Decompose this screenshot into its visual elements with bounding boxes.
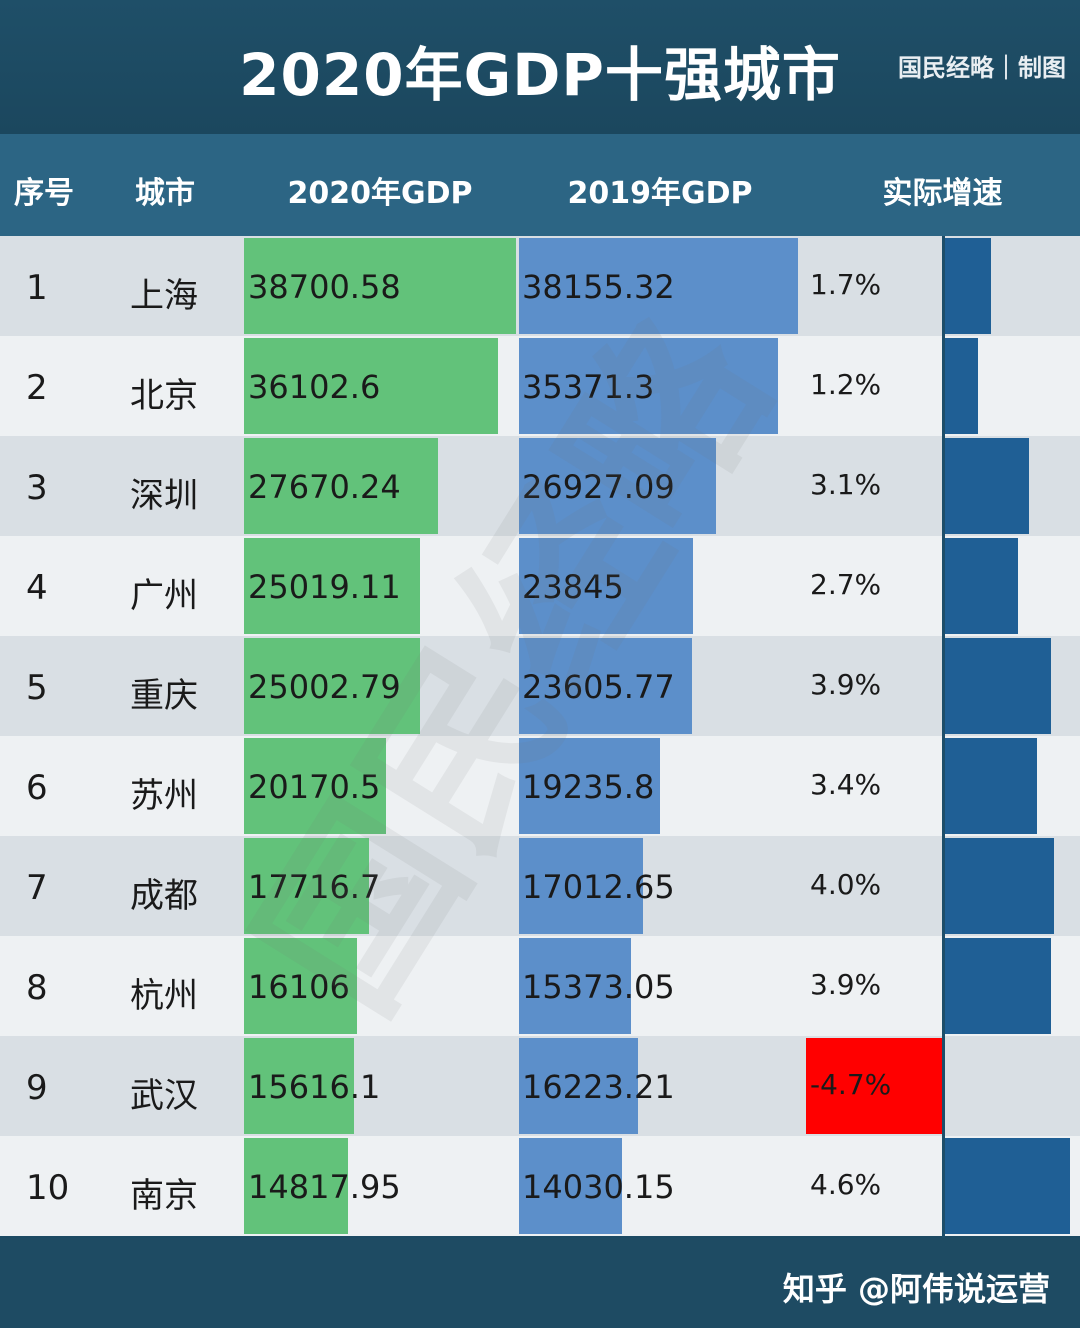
gdp2020-value: 14817.95 (248, 1168, 401, 1206)
gdp2019-bar (519, 438, 716, 534)
growth-bar (945, 1138, 1070, 1234)
rank-cell: 7 (26, 868, 48, 908)
growth-value: 4.6% (810, 1168, 882, 1201)
gdp2020-bar (244, 838, 369, 934)
gdp2019-bar (519, 638, 692, 734)
gdp2020-value: 36102.6 (248, 368, 381, 406)
column-header-bar (0, 134, 1080, 236)
city-cell: 深圳 (130, 476, 198, 516)
growth-bar (945, 638, 1051, 734)
rank-cell: 3 (26, 468, 48, 508)
gdp2019-value: 23845 (522, 568, 624, 606)
gdp2020-value: 25002.79 (248, 668, 401, 706)
gdp2020-bar (244, 238, 516, 334)
city-cell: 苏州 (130, 776, 198, 816)
column-header-growth: 实际增速 (882, 176, 1003, 211)
city-cell: 上海 (130, 276, 198, 316)
column-header-gdp2020: 2020年GDP (287, 176, 473, 211)
city-cell: 北京 (130, 376, 198, 416)
rank-cell: 6 (26, 768, 48, 808)
rank-cell: 4 (26, 568, 48, 608)
gdp2019-value: 15373.05 (522, 968, 675, 1006)
rank-cell: 9 (26, 1068, 48, 1108)
growth-bar (945, 738, 1037, 834)
negative-growth-highlight (806, 1038, 942, 1134)
city-cell: 成都 (130, 876, 198, 916)
gdp2019-bar (519, 1038, 638, 1134)
gdp2020-value: 15616.1 (248, 1068, 381, 1106)
gdp2019-value: 26927.09 (522, 468, 675, 506)
city-cell: 重庆 (130, 676, 198, 716)
growth-bar (945, 538, 1018, 634)
growth-bar (945, 938, 1051, 1034)
gdp2020-bar (244, 338, 498, 434)
gdp2019-value: 17012.65 (522, 868, 675, 906)
gdp2019-bar (519, 838, 643, 934)
gdp2020-value: 16106 (248, 968, 350, 1006)
growth-value: 3.4% (810, 768, 882, 801)
gdp2020-bar (244, 738, 386, 834)
column-header-city: 城市 (135, 176, 195, 211)
growth-bar (945, 838, 1054, 934)
gdp2019-bar (519, 338, 778, 434)
city-cell: 武汉 (130, 1076, 198, 1116)
gdp2019-bar (519, 1138, 622, 1234)
footer-credit: 知乎 @阿伟说运营 (782, 1270, 1050, 1308)
growth-column-divider (942, 236, 945, 1238)
gdp2019-value: 16223.21 (522, 1068, 675, 1106)
brand-credit: 国民经略｜制图 (898, 53, 1066, 82)
city-cell: 广州 (130, 576, 198, 616)
gdp2019-value: 19235.8 (522, 768, 655, 806)
growth-bar (945, 338, 978, 434)
gdp2019-bar (519, 738, 660, 834)
growth-value: 4.0% (810, 868, 882, 901)
rank-cell: 1 (26, 268, 48, 308)
gdp2019-value: 38155.32 (522, 268, 675, 306)
title-bar (0, 0, 1080, 134)
gdp2020-bar (244, 438, 438, 534)
gdp2020-value: 27670.24 (248, 468, 401, 506)
gdp2019-value: 14030.15 (522, 1168, 675, 1206)
gdp2020-value: 25019.11 (248, 568, 401, 606)
gdp2019-bar (519, 538, 693, 634)
gdp2019-value: 35371.3 (522, 368, 655, 406)
growth-bar (945, 438, 1029, 534)
page-title: 2020年GDP十强城市 (239, 41, 841, 109)
growth-value: -4.7% (810, 1068, 892, 1101)
gdp2020-value: 17716.7 (248, 868, 381, 906)
rank-cell: 8 (26, 968, 48, 1008)
column-header-rank: 序号 (14, 176, 74, 211)
gdp2020-bar (244, 638, 420, 734)
gdp2019-bar (519, 238, 798, 334)
growth-value: 3.9% (810, 968, 882, 1001)
gdp2020-bar (244, 538, 420, 634)
gdp2019-bar (519, 938, 631, 1034)
footer-bar (0, 1238, 1080, 1328)
gdp2020-value: 20170.5 (248, 768, 381, 806)
growth-value: 1.7% (810, 268, 882, 301)
rank-cell: 10 (26, 1168, 70, 1208)
city-cell: 杭州 (130, 976, 198, 1016)
city-cell: 南京 (130, 1176, 198, 1216)
growth-bar (945, 238, 991, 334)
growth-value: 3.9% (810, 668, 882, 701)
rank-cell: 5 (26, 668, 48, 708)
growth-value: 3.1% (810, 468, 882, 501)
growth-value: 1.2% (810, 368, 882, 401)
column-header-gdp2019: 2019年GDP (567, 176, 753, 211)
gdp2020-bar (244, 938, 357, 1034)
rank-cell: 2 (26, 368, 48, 408)
gdp2020-bar (244, 1138, 348, 1234)
growth-value: 2.7% (810, 568, 882, 601)
gdp2019-value: 23605.77 (522, 668, 675, 706)
gdp2020-bar (244, 1038, 354, 1134)
gdp2020-value: 38700.58 (248, 268, 401, 306)
